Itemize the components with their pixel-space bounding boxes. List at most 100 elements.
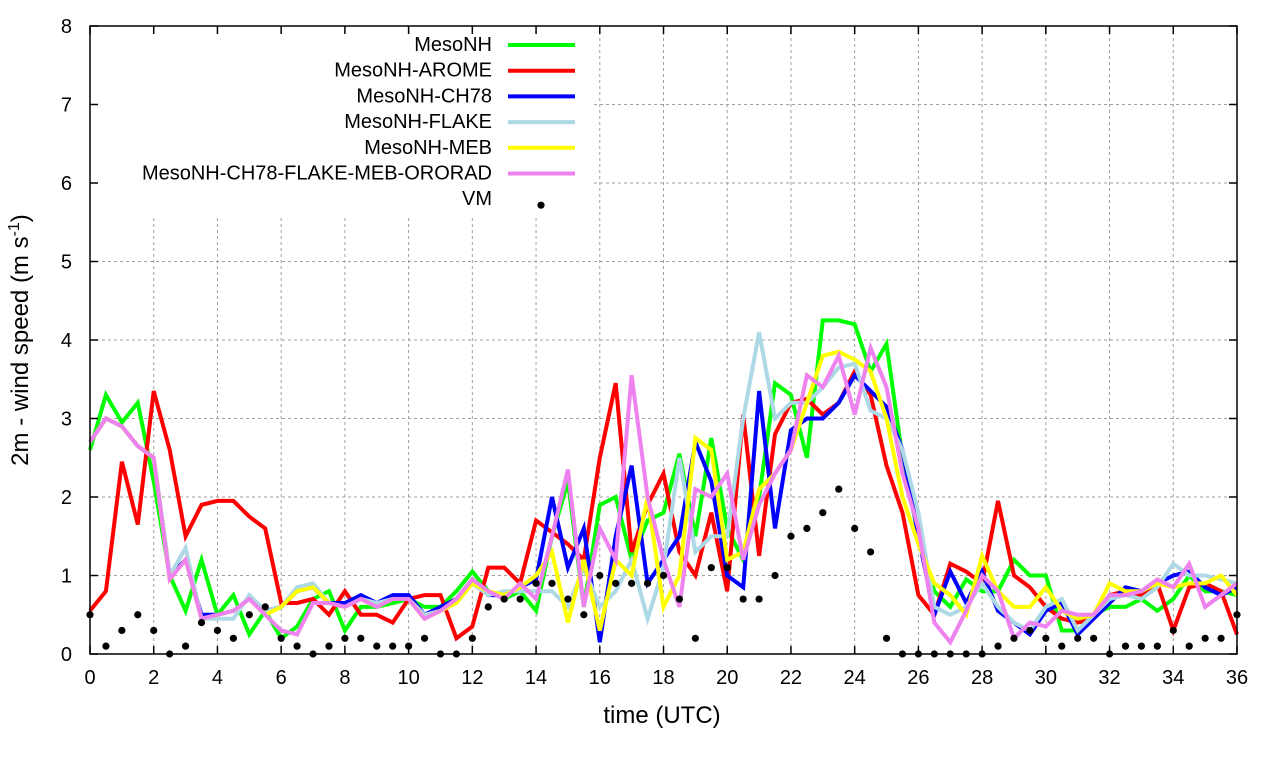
series-line-mesonh-ch78-flake-meb-ororad bbox=[88, 341, 1239, 646]
data-point-vm bbox=[564, 595, 572, 603]
data-point-vm bbox=[150, 626, 158, 635]
data-point-vm bbox=[325, 642, 333, 650]
series-group bbox=[86, 318, 1241, 658]
axis-ticks: 0 2 4 6 8 10 12 14 16 18 20 22 24 26 28 30 32 34 360123456… bbox=[61, 16, 1248, 689]
data-point-vm bbox=[532, 579, 540, 587]
data-point-vm bbox=[1169, 626, 1177, 635]
x-tick-label: 28 bbox=[971, 667, 993, 689]
data-point-vm bbox=[245, 611, 253, 619]
data-point-vm bbox=[500, 595, 508, 603]
data-point-vm bbox=[516, 595, 524, 603]
data-point-vm bbox=[691, 634, 699, 642]
y-tick-label: 7 bbox=[61, 95, 72, 117]
data-point-vm bbox=[755, 595, 763, 603]
y-tick-label: 5 bbox=[61, 252, 72, 274]
x-tick-label: 26 bbox=[907, 667, 929, 689]
data-point-vm bbox=[866, 548, 875, 556]
x-tick-label: 14 bbox=[525, 667, 547, 689]
x-tick-label: 10 bbox=[397, 667, 419, 689]
data-point-vm bbox=[277, 634, 285, 642]
x-tick-label: 18 bbox=[652, 667, 674, 689]
y-axis-label: 2m - wind speed (m s-1) bbox=[6, 214, 34, 466]
data-point-vm bbox=[389, 642, 397, 650]
data-point-vm bbox=[181, 642, 190, 650]
data-point-vm bbox=[675, 595, 684, 603]
data-point-vm bbox=[612, 579, 620, 587]
x-tick-label: 34 bbox=[1162, 667, 1184, 689]
x-tick-label: 0 bbox=[84, 667, 95, 689]
legend-label-mesonh-meb: MesoNH-MEB bbox=[364, 137, 492, 159]
series-line-mesonh-meb bbox=[88, 349, 1239, 631]
y-tick-label: 0 bbox=[61, 644, 72, 666]
legend-label-mesonh-ch78: MesoNH-CH78 bbox=[356, 85, 492, 107]
data-point-vm bbox=[341, 634, 349, 642]
data-point-vm bbox=[1042, 634, 1050, 642]
data-point-vm bbox=[1074, 634, 1082, 642]
data-point-vm bbox=[803, 524, 811, 533]
x-axis-label: time (UTC) bbox=[603, 702, 720, 729]
data-point-vm bbox=[213, 626, 222, 635]
legend-label-mesonh-flake: MesoNH-FLAKE bbox=[344, 111, 492, 133]
data-point-vm bbox=[994, 642, 1002, 650]
y-tick-label: 6 bbox=[61, 173, 72, 195]
x-tick-label: 20 bbox=[716, 667, 738, 689]
data-point-vm bbox=[118, 626, 126, 635]
y-axis-label-main: 2m - wind speed (m s bbox=[7, 236, 34, 465]
legend-marker-vm bbox=[537, 201, 545, 209]
data-point-vm bbox=[628, 579, 636, 587]
legend-label-mesonh-ch78-flake-meb-ororad: MesoNH-CH78-FLAKE-MEB-ORORAD bbox=[142, 163, 492, 185]
data-point-vm bbox=[643, 579, 652, 587]
data-point-vm bbox=[484, 603, 492, 611]
legend-background bbox=[91, 27, 591, 217]
data-point-vm bbox=[835, 485, 843, 493]
data-point-vm bbox=[1137, 642, 1146, 650]
x-tick-label: 32 bbox=[1098, 667, 1120, 689]
x-tick-label: 30 bbox=[1035, 667, 1057, 689]
data-point-vm bbox=[1185, 642, 1193, 650]
y-tick-label: 3 bbox=[61, 409, 72, 431]
data-point-vm bbox=[197, 619, 206, 627]
data-point-vm bbox=[468, 634, 476, 642]
legend-label-mesonh-arome: MesoNH-AROME bbox=[334, 60, 492, 82]
data-point-vm bbox=[1058, 642, 1066, 650]
data-point-vm bbox=[1010, 634, 1018, 642]
data-point-vm bbox=[1121, 642, 1130, 650]
data-point-vm bbox=[707, 564, 715, 572]
data-point-vm bbox=[771, 571, 779, 580]
x-tick-label: 16 bbox=[589, 667, 611, 689]
data-point-vm bbox=[102, 642, 110, 650]
data-point-vm bbox=[787, 532, 795, 540]
data-point-vm bbox=[882, 634, 891, 642]
x-tick-label: 4 bbox=[212, 667, 223, 689]
y-tick-label: 8 bbox=[61, 16, 72, 38]
data-point-vm bbox=[420, 634, 429, 642]
x-tick-label: 36 bbox=[1226, 667, 1248, 689]
legend: MesoNH MesoNH-AROME MesoNH-CH78 MesoNH-FLAK… bbox=[142, 34, 575, 210]
data-point-vm bbox=[580, 611, 588, 619]
y-axis-label-sup: -1 bbox=[6, 222, 23, 236]
data-point-vm bbox=[1026, 626, 1034, 635]
data-point-vm bbox=[293, 642, 301, 650]
data-point-vm bbox=[1217, 634, 1225, 642]
data-point-vm bbox=[819, 509, 827, 517]
data-point-vm bbox=[548, 579, 556, 587]
data-point-vm bbox=[739, 595, 747, 603]
data-point-vm bbox=[596, 571, 604, 580]
x-tick-label: 24 bbox=[844, 667, 866, 689]
data-point-vm bbox=[851, 524, 859, 533]
x-tick-label: 2 bbox=[148, 667, 159, 689]
data-point-vm bbox=[1090, 634, 1098, 642]
x-tick-label: 6 bbox=[276, 667, 287, 689]
data-point-vm bbox=[373, 642, 381, 650]
y-axis-label-close: ) bbox=[7, 214, 34, 222]
legend-label-vm: VM bbox=[462, 188, 492, 210]
data-point-vm bbox=[659, 571, 668, 580]
data-point-vm bbox=[229, 634, 237, 642]
data-point-vm bbox=[1153, 642, 1161, 650]
data-point-vm bbox=[723, 564, 731, 572]
data-point-vm bbox=[1201, 634, 1209, 642]
x-tick-label: 22 bbox=[780, 667, 802, 689]
y-tick-label: 4 bbox=[61, 330, 72, 352]
y-tick-label: 1 bbox=[61, 566, 72, 588]
